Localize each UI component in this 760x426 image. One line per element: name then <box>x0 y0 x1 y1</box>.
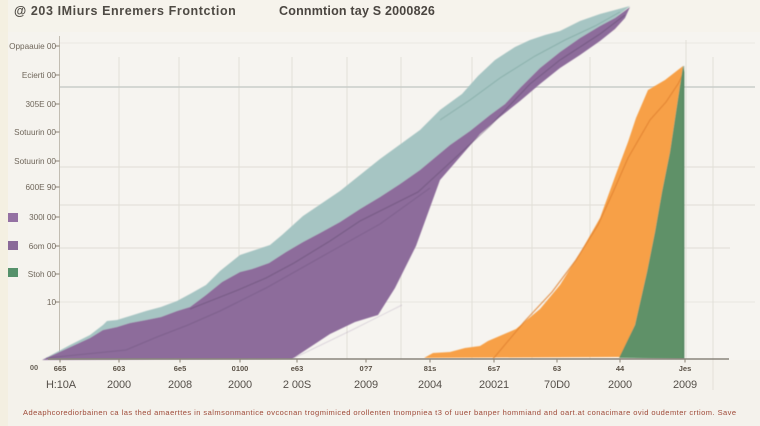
svg-text:665: 665 <box>54 364 67 373</box>
svg-text:@ 203 IMiurs Enremers Frontcti: @ 203 IMiurs Enremers Frontction <box>14 4 236 18</box>
svg-text:63: 63 <box>553 364 561 373</box>
svg-text:2009: 2009 <box>354 379 378 391</box>
svg-text:2004: 2004 <box>418 379 442 391</box>
svg-text:00: 00 <box>30 363 38 372</box>
svg-text:Adeaphcorediorbainen ca las th: Adeaphcorediorbainen ca las thed amaertt… <box>23 408 737 417</box>
svg-text:Stoh 00: Stoh 00 <box>28 270 57 279</box>
svg-text:Jes: Jes <box>679 364 692 373</box>
svg-text:305E 00: 305E 00 <box>25 100 56 109</box>
svg-text:Connmtion tay S 2000826: Connmtion tay S 2000826 <box>279 4 435 18</box>
svg-text:10: 10 <box>47 298 57 307</box>
svg-text:0?7: 0?7 <box>360 364 373 373</box>
svg-text:Sotuurin 00: Sotuurin 00 <box>14 128 56 137</box>
svg-text:Sotuurin 00: Sotuurin 00 <box>14 157 56 166</box>
svg-text:H:10A: H:10A <box>46 379 77 391</box>
svg-text:44: 44 <box>616 364 625 373</box>
svg-text:e63: e63 <box>291 364 304 373</box>
svg-text:300l 00: 300l 00 <box>29 213 56 222</box>
svg-text:600E 90: 600E 90 <box>25 183 56 192</box>
svg-text:2009: 2009 <box>673 379 697 391</box>
svg-text:Oppaauie 00: Oppaauie 00 <box>9 42 56 51</box>
svg-text:6s7: 6s7 <box>488 364 501 373</box>
svg-text:2000: 2000 <box>107 379 131 391</box>
svg-text:2008: 2008 <box>168 379 192 391</box>
svg-text:6om 00: 6om 00 <box>29 242 57 251</box>
svg-text:2000: 2000 <box>228 379 252 391</box>
svg-text:2000: 2000 <box>608 379 632 391</box>
svg-text:6e5: 6e5 <box>174 364 187 373</box>
svg-text:81s: 81s <box>424 364 437 373</box>
svg-text:20021: 20021 <box>479 379 509 391</box>
svg-text:603: 603 <box>113 364 126 373</box>
svg-text:2 00S: 2 00S <box>283 379 311 391</box>
svg-text:0100: 0100 <box>232 364 249 373</box>
svg-text:70D0: 70D0 <box>544 379 570 391</box>
svg-text:Ecierti 00: Ecierti 00 <box>22 71 57 80</box>
